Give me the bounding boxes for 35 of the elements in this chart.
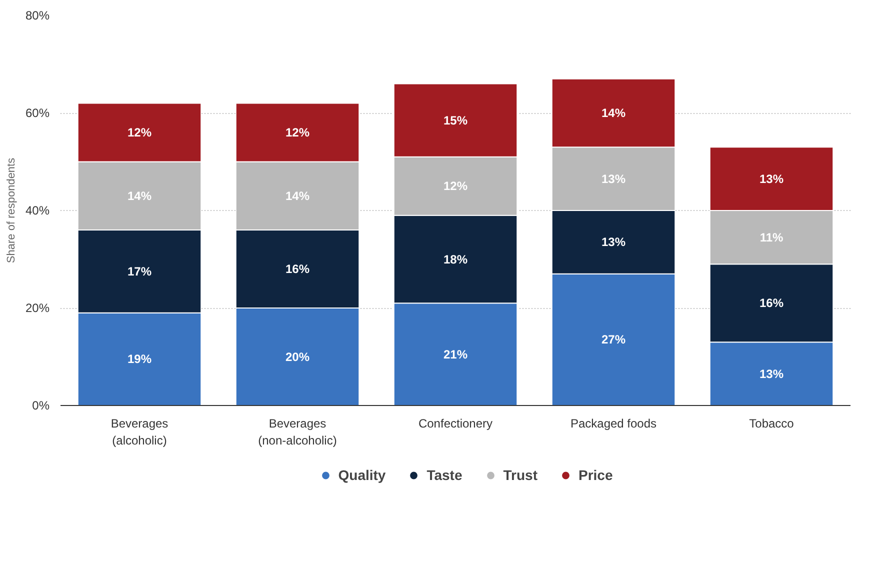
x-tick-label: Tobacco: [749, 416, 794, 430]
legend-label: Price: [578, 467, 613, 483]
data-label: 15%: [443, 113, 468, 128]
legend-label: Quality: [338, 467, 386, 483]
data-label: 27%: [601, 332, 626, 347]
x-tick-label: Beverages (alcoholic): [110, 416, 168, 448]
data-label: 13%: [601, 172, 626, 186]
y-tick-label: 0%: [32, 398, 50, 412]
y-axis-title: Share of respondents: [5, 157, 18, 264]
data-label: 17%: [127, 264, 152, 278]
legend-label: Trust: [503, 467, 538, 483]
data-label: 14%: [127, 188, 152, 203]
data-label: 13%: [759, 172, 784, 186]
y-tick-label: 20%: [25, 301, 50, 315]
data-label: 16%: [285, 262, 310, 276]
data-label: 18%: [443, 252, 468, 266]
x-tick-label: Packaged foods: [570, 416, 657, 430]
data-label: 13%: [601, 235, 626, 250]
y-tick-label: 80%: [25, 8, 50, 22]
data-label: 21%: [443, 347, 468, 362]
data-label: 13%: [759, 366, 784, 381]
data-label: 12%: [285, 126, 310, 140]
data-label: 14%: [285, 188, 310, 203]
data-label: 19%: [127, 352, 152, 366]
data-label: 12%: [127, 126, 152, 140]
data-label: 14%: [601, 106, 626, 120]
x-tick-label: Confectionery: [418, 416, 493, 430]
y-tick-label: 60%: [25, 106, 50, 120]
data-label: 16%: [759, 296, 784, 310]
data-label: 12%: [443, 179, 468, 194]
data-label: 11%: [760, 230, 784, 244]
x-tick-label: Beverages (non-alcoholic): [258, 416, 337, 448]
data-label: 20%: [285, 350, 310, 364]
legend-label: Taste: [426, 467, 462, 483]
y-tick-label: 40%: [25, 204, 50, 218]
